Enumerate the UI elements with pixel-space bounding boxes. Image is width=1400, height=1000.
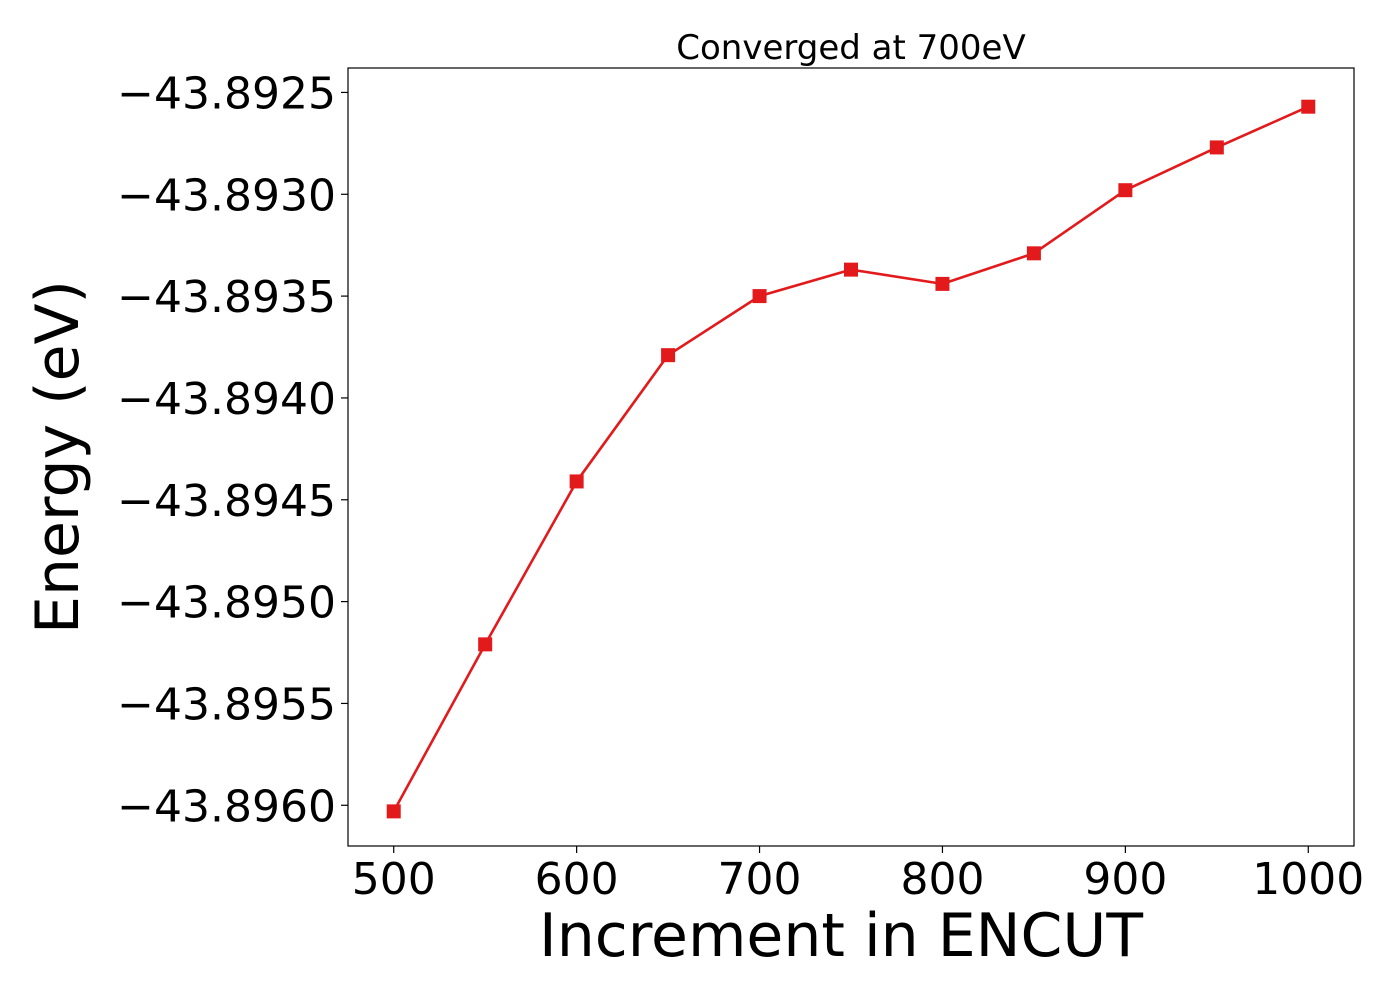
data-point-marker [844,262,858,277]
y-tick-label: −43.8955 [117,679,336,730]
data-point-marker [478,637,493,652]
data-point-marker [661,348,676,363]
y-axis-title: Energy (eV) [23,280,93,634]
x-tick-label: 900 [1083,854,1167,905]
data-point-marker [569,474,584,489]
x-tick-label: 500 [352,854,436,905]
x-tick-label: 1000 [1252,854,1364,905]
data-point-marker [752,289,767,304]
y-tick-label: −43.8930 [117,170,336,221]
y-tick-label: −43.8945 [117,476,336,527]
series-line [392,105,1309,813]
y-tick-label: −43.8960 [117,781,336,832]
data-point-marker [1301,99,1316,114]
y-tick-label: −43.8935 [117,272,336,323]
chart-title: Converged at 700eV [676,28,1025,68]
x-tick-label: 800 [900,854,984,905]
data-point-marker [935,276,950,291]
plot-frame [347,67,1355,847]
y-tick-label: −43.8925 [117,68,336,119]
data-point-marker [1209,140,1224,155]
x-tick-label: 600 [535,854,619,905]
x-tick-label: 700 [718,854,802,905]
x-axis-title: Increment in ENCUT [539,901,1143,971]
data-point-marker [386,804,401,819]
y-tick-label: −43.8950 [117,578,336,629]
data-point-marker [1026,246,1041,261]
y-tick-label: −43.8940 [117,374,336,425]
data-point-marker [1118,183,1133,198]
